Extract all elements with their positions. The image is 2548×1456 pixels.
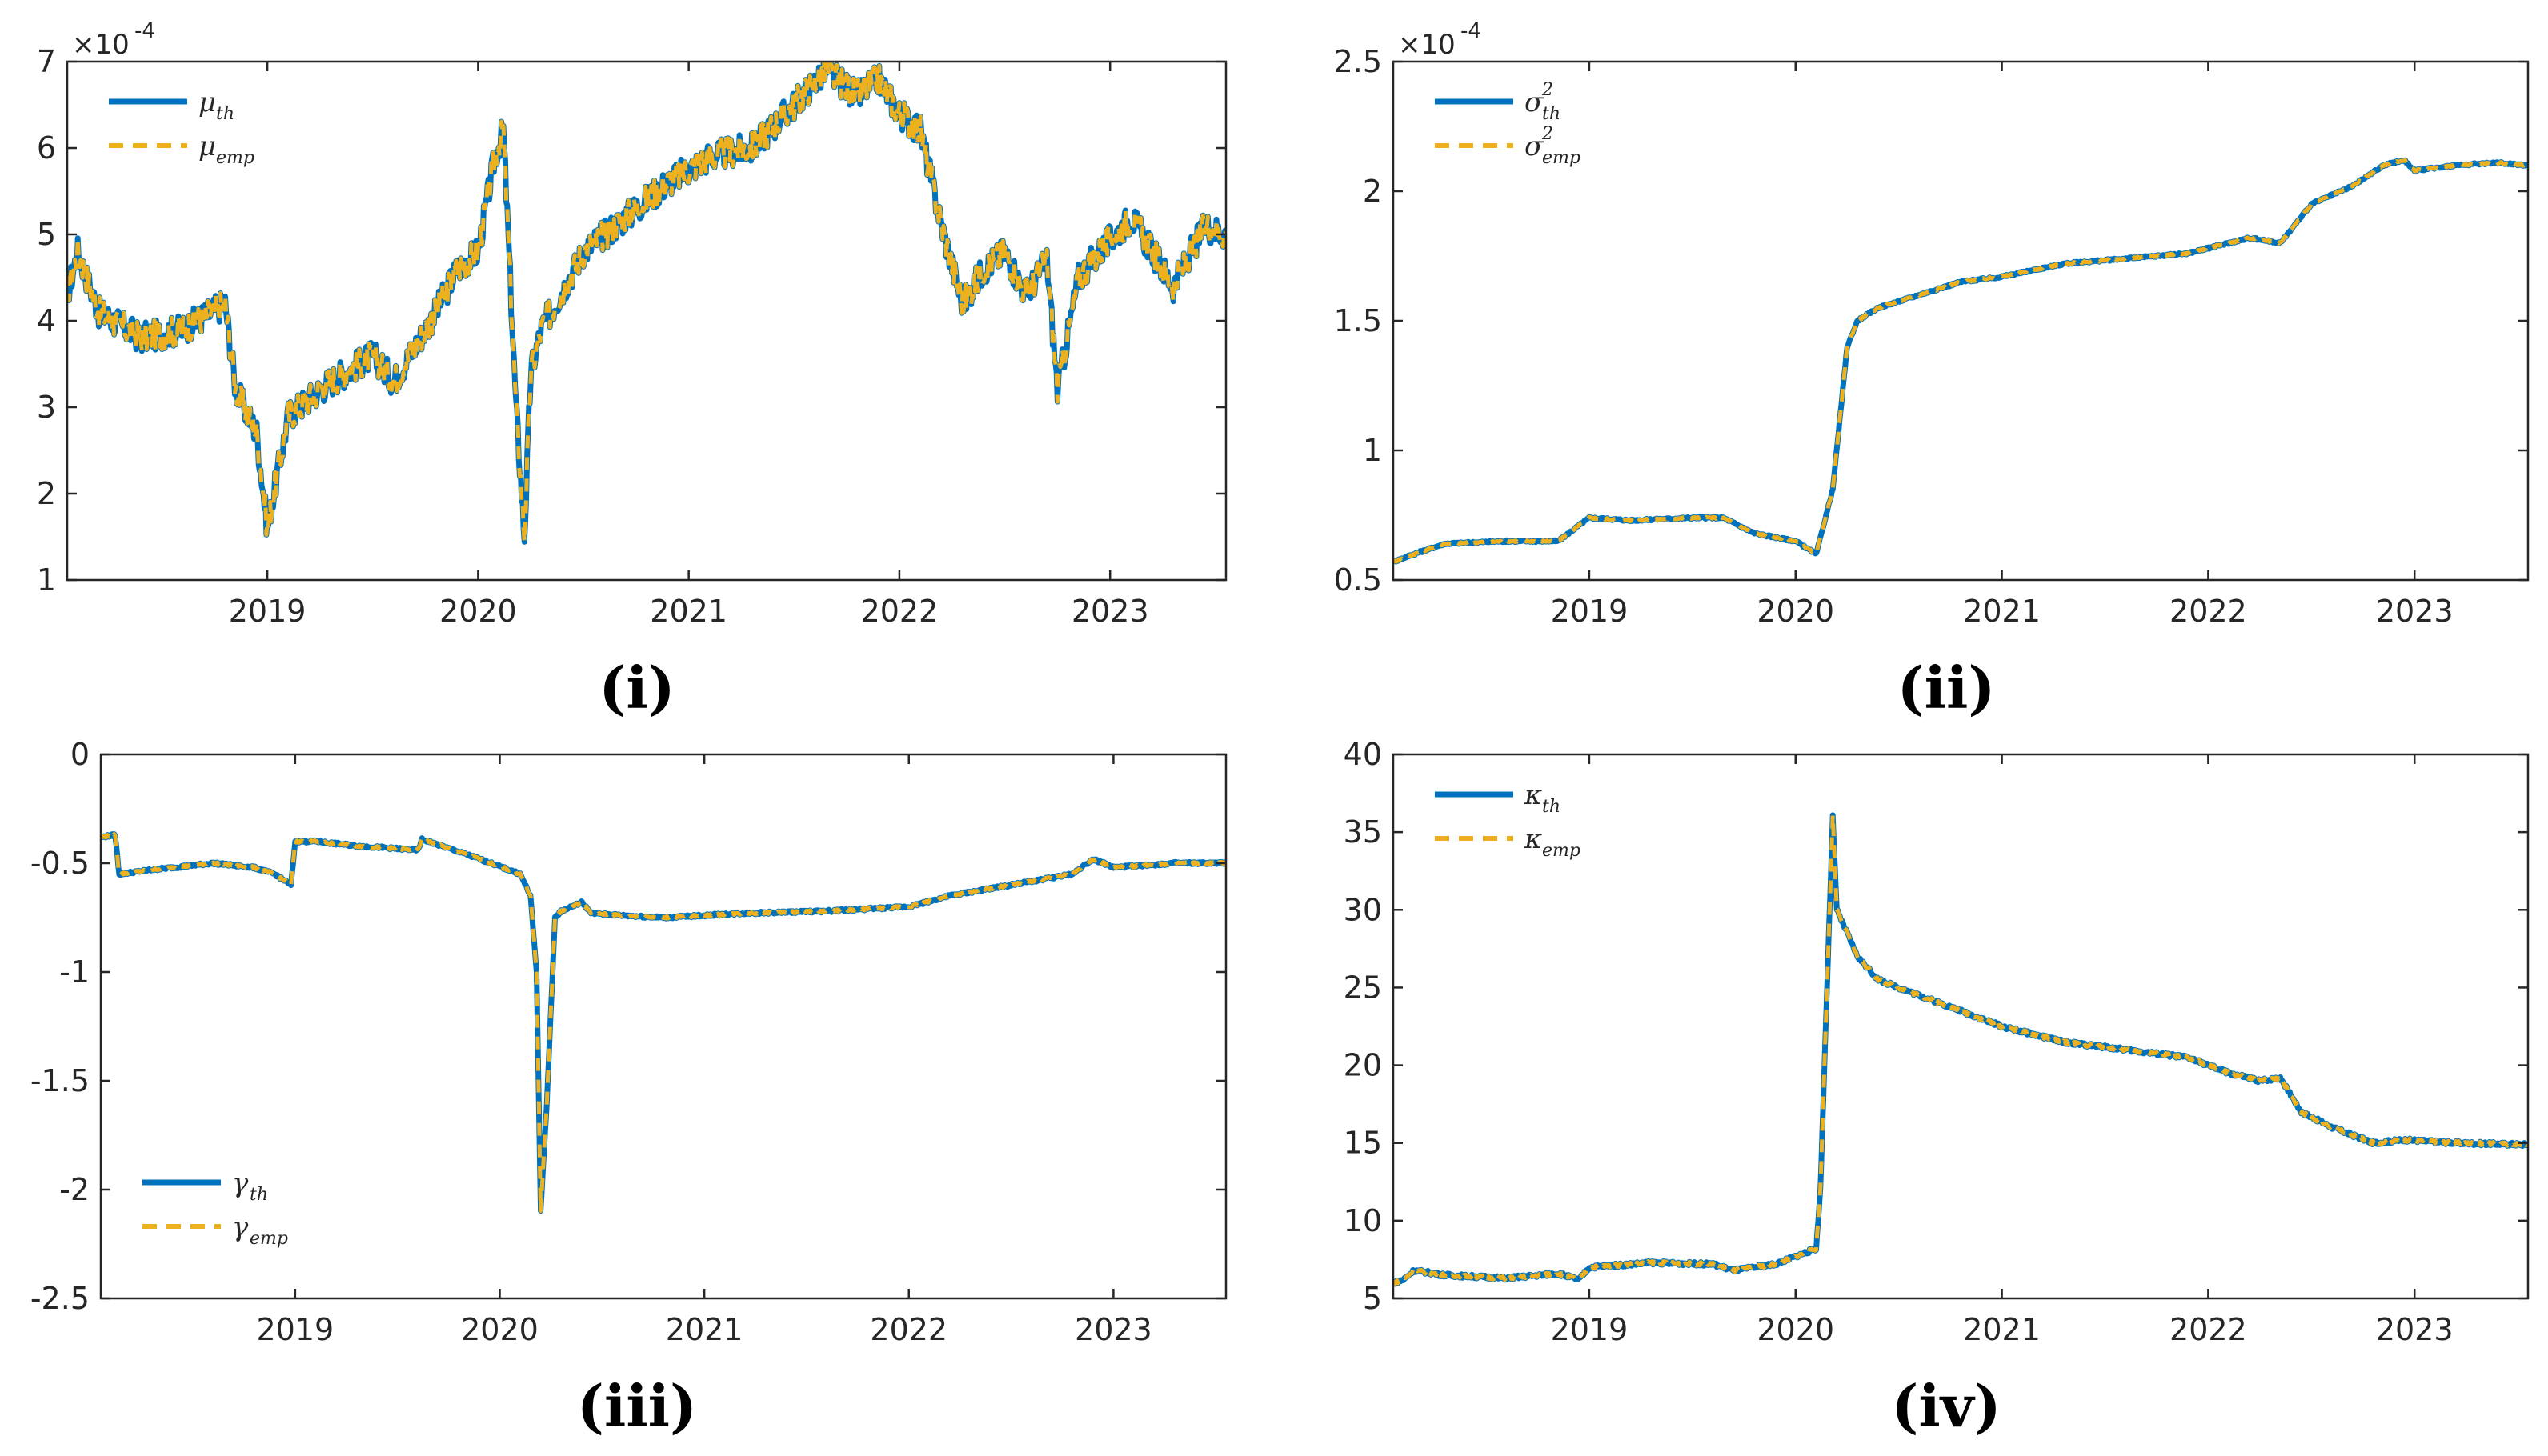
series-line-empirical xyxy=(1393,813,2528,1286)
legend-symbol: γ xyxy=(232,1167,249,1199)
x-tick-label: 2022 xyxy=(2169,594,2247,629)
chart-panel-3: -2.5 -2 -1.5 -1 -0.5 0 2019 2020 2021 2022 2023 γ th… xyxy=(30,737,1228,1347)
exponent-power: -4 xyxy=(134,19,155,43)
y-tick-label: 2 xyxy=(1363,174,1382,209)
legend-subscript: emp xyxy=(1542,841,1580,861)
legend: μ thμ emp xyxy=(109,86,254,168)
x-tick-label: 2020 xyxy=(439,594,517,629)
series-line-theoretical xyxy=(1393,812,2528,1287)
legend-superscript: 2 xyxy=(1541,80,1553,100)
x-tick-label: 2022 xyxy=(2169,1312,2247,1347)
series-group xyxy=(101,831,1226,1214)
y-tick-label: 20 xyxy=(1344,1048,1382,1083)
y-tick-label: 1.5 xyxy=(1334,303,1382,338)
axes-box xyxy=(99,753,1228,1300)
exponent-power: -4 xyxy=(1460,19,1481,43)
y-tick-label: 15 xyxy=(1344,1126,1382,1161)
y-tick-label: -1.5 xyxy=(30,1063,90,1098)
legend: κ thκ emp xyxy=(1435,779,1580,861)
x-tick-label: 2019 xyxy=(256,1312,334,1347)
legend-subscript: th xyxy=(216,104,234,124)
x-tick-label: 2019 xyxy=(229,594,306,629)
series-line-empirical xyxy=(101,832,1226,1213)
y-tick-label: -0.5 xyxy=(30,846,90,881)
legend-subscript: th xyxy=(1542,104,1560,124)
x-tick-label: 2019 xyxy=(1551,1312,1629,1347)
x-tick-label: 2022 xyxy=(861,594,939,629)
legend: γ thγ emp xyxy=(142,1167,288,1249)
y-tick-label: 4 xyxy=(37,303,56,338)
y-tick-label: 1 xyxy=(1363,433,1382,468)
y-tick-label: 30 xyxy=(1344,892,1382,927)
panel-label: (ii) xyxy=(1897,654,1996,722)
series-line-empirical xyxy=(67,62,1226,544)
x-tick-label: 2021 xyxy=(650,594,727,629)
series-line-theoretical xyxy=(101,831,1226,1214)
x-tick-label: 2023 xyxy=(2376,1312,2454,1347)
legend-symbol: κ xyxy=(1524,779,1542,811)
y-tick-label: 5 xyxy=(1363,1281,1382,1316)
y-tick-label: 25 xyxy=(1344,970,1382,1005)
panel-label: (iv) xyxy=(1891,1372,2001,1440)
y-tick-label: 0 xyxy=(70,737,90,772)
x-tick-label: 2019 xyxy=(1551,594,1629,629)
y-tick-label: 3 xyxy=(37,390,56,425)
y-tick-label: -1 xyxy=(59,954,90,990)
y-tick-label: 5 xyxy=(37,217,56,252)
legend-symbol: σ xyxy=(1524,130,1544,162)
y-tick-label: 7 xyxy=(37,44,56,79)
x-tick-label: 2021 xyxy=(1963,1312,2041,1347)
x-tick-label: 2022 xyxy=(870,1312,947,1347)
legend-symbol: σ xyxy=(1524,86,1544,118)
legend-subscript: th xyxy=(1542,797,1560,817)
y-tick-label: 40 xyxy=(1344,737,1382,772)
series-line-empirical xyxy=(1393,158,2528,564)
series-line-theoretical xyxy=(67,62,1226,545)
legend-subscript: th xyxy=(250,1185,268,1205)
y-tick-label: 35 xyxy=(1344,814,1382,850)
x-tick-label: 2021 xyxy=(1963,594,2041,629)
legend-symbol: κ xyxy=(1524,823,1542,855)
x-tick-label: 2020 xyxy=(1757,1312,1834,1347)
panel-label: (iii) xyxy=(577,1372,697,1440)
series-group xyxy=(1393,812,2528,1287)
y-tick-label: 2.5 xyxy=(1334,44,1382,79)
exponent-label: ×10 xyxy=(1398,29,1456,61)
y-tick-label: 10 xyxy=(1344,1203,1382,1238)
x-tick-label: 2020 xyxy=(461,1312,539,1347)
axes-box xyxy=(1392,60,2530,582)
series-group xyxy=(1393,157,2528,565)
legend-symbol: γ xyxy=(232,1211,249,1243)
series-group xyxy=(67,62,1226,545)
x-tick-label: 2020 xyxy=(1757,594,1834,629)
legend-subscript: emp xyxy=(216,148,254,168)
y-tick-label: -2.5 xyxy=(30,1281,90,1316)
y-tick-label: -2 xyxy=(59,1172,90,1207)
y-tick-label: 1 xyxy=(37,562,56,598)
axes-box xyxy=(1392,753,2530,1300)
y-tick-label: 6 xyxy=(37,130,56,166)
legend-subscript: emp xyxy=(1542,148,1580,168)
series-line-theoretical xyxy=(1393,157,2528,565)
panel-label: (i) xyxy=(599,654,675,722)
legend-superscript: 2 xyxy=(1541,124,1553,144)
exponent-label: ×10 xyxy=(72,29,130,61)
y-tick-label: 0.5 xyxy=(1334,562,1382,598)
legend-symbol: μ xyxy=(198,86,216,118)
x-tick-label: 2023 xyxy=(2376,594,2454,629)
x-tick-label: 2023 xyxy=(1075,1312,1152,1347)
legend-symbol: μ xyxy=(198,130,216,162)
x-tick-label: 2023 xyxy=(1072,594,1149,629)
x-tick-label: 2021 xyxy=(666,1312,743,1347)
legend-subscript: emp xyxy=(250,1229,288,1249)
y-tick-label: 2 xyxy=(37,476,56,511)
